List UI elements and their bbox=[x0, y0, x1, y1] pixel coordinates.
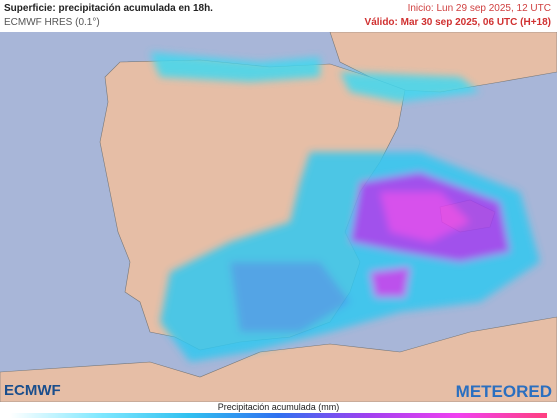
colorbar-area: Precipitación acumulada (mm) bbox=[0, 402, 557, 418]
colorbar-label: Precipitación acumulada (mm) bbox=[217, 402, 340, 412]
map: ECMWF METEORED bbox=[0, 32, 557, 402]
title: Superficie: precipitación acumulada en 1… bbox=[4, 3, 213, 14]
init-time: Inicio: Lun 29 sep 2025, 12 UTC bbox=[407, 3, 551, 14]
africa bbox=[0, 316, 557, 402]
precipitation bbox=[150, 52, 540, 362]
meteored-logo: METEORED bbox=[456, 382, 552, 401]
valid-time: Válido: Mar 30 sep 2025, 06 UTC (H+18) bbox=[364, 17, 551, 28]
model: ECMWF HRES (0.1°) bbox=[4, 17, 100, 28]
ecmwf-logo: ECMWF bbox=[4, 382, 61, 399]
colorbar bbox=[10, 413, 547, 418]
